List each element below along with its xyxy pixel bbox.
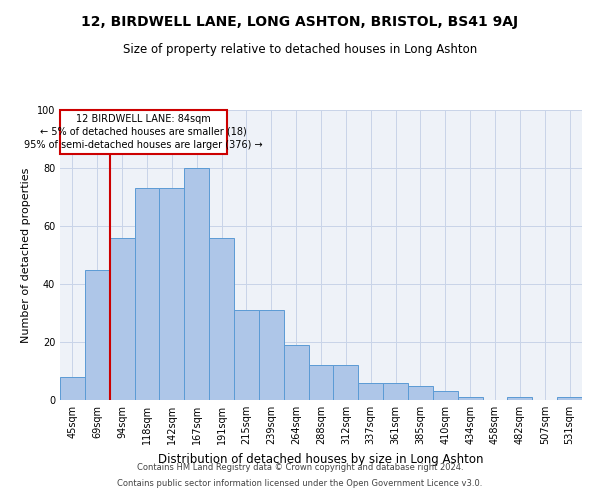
Text: Contains public sector information licensed under the Open Government Licence v3: Contains public sector information licen… — [118, 478, 482, 488]
Bar — [458, 397, 482, 400]
Bar — [308, 365, 334, 400]
Bar — [334, 365, 358, 400]
Bar — [408, 386, 433, 400]
Text: Contains HM Land Registry data © Crown copyright and database right 2024.: Contains HM Land Registry data © Crown c… — [137, 464, 463, 472]
Bar — [85, 270, 110, 400]
FancyBboxPatch shape — [60, 110, 227, 154]
Text: 95% of semi-detached houses are larger (376) →: 95% of semi-detached houses are larger (… — [24, 140, 263, 150]
Bar — [508, 397, 532, 400]
Bar — [234, 310, 259, 400]
Bar — [358, 382, 383, 400]
Bar — [160, 188, 184, 400]
Text: 12 BIRDWELL LANE: 84sqm: 12 BIRDWELL LANE: 84sqm — [76, 114, 211, 124]
Bar — [433, 392, 458, 400]
Bar — [557, 397, 582, 400]
Bar — [383, 382, 408, 400]
Bar — [110, 238, 134, 400]
Bar — [284, 345, 308, 400]
Bar — [184, 168, 209, 400]
Text: ← 5% of detached houses are smaller (18): ← 5% of detached houses are smaller (18) — [40, 126, 247, 136]
X-axis label: Distribution of detached houses by size in Long Ashton: Distribution of detached houses by size … — [158, 452, 484, 466]
Bar — [134, 188, 160, 400]
Bar — [60, 377, 85, 400]
Text: 12, BIRDWELL LANE, LONG ASHTON, BRISTOL, BS41 9AJ: 12, BIRDWELL LANE, LONG ASHTON, BRISTOL,… — [82, 15, 518, 29]
Text: Size of property relative to detached houses in Long Ashton: Size of property relative to detached ho… — [123, 42, 477, 56]
Bar — [209, 238, 234, 400]
Y-axis label: Number of detached properties: Number of detached properties — [21, 168, 31, 342]
Bar — [259, 310, 284, 400]
